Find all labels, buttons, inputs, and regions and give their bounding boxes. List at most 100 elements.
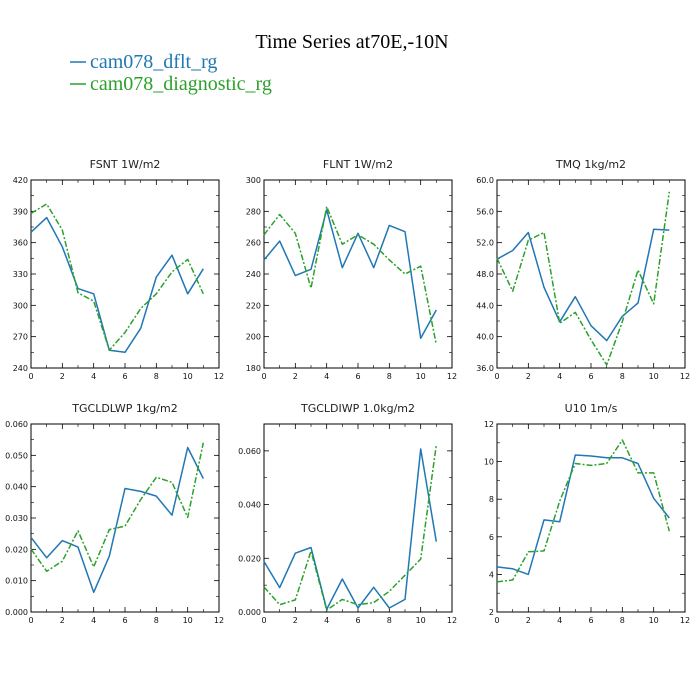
y-tick-label: 180 — [246, 364, 261, 373]
x-tick-label: 4 — [324, 372, 329, 381]
x-tick-label: 2 — [293, 372, 298, 381]
y-tick-label: 0.020 — [238, 554, 261, 563]
plot-frame — [263, 423, 453, 613]
panels: FSNT 1W/m20 2 4 6 8 10 12240270300330360390420… — [5, 158, 690, 625]
x-tick-label: 6 — [355, 616, 360, 625]
x-tick-label: 8 — [620, 372, 625, 381]
x-tick-label: 2 — [526, 616, 531, 625]
series-line-diagnostic — [263, 205, 438, 345]
y-tick-label: 240 — [13, 364, 28, 373]
series-line-diagnostic — [496, 439, 671, 583]
y-tick-label: 2 — [489, 608, 494, 617]
x-tick-label: 8 — [154, 372, 159, 381]
y-tick-label: 0.000 — [5, 608, 28, 617]
y-tick-label: 300 — [246, 176, 261, 185]
panel-5: TGCLDIWP 1.0kg/m2 0 2 4 6 8 10 12 0.000 0.020 0.04… — [238, 402, 457, 625]
y-tick-label: 52.0 — [476, 239, 494, 248]
x-tick-label: 0 — [28, 372, 33, 381]
x-tick-label: 0 — [494, 616, 499, 625]
panel-title: U10 1m/s — [565, 402, 618, 415]
series-line-diagnostic — [263, 444, 438, 611]
y-tick-label: 390 — [13, 207, 28, 216]
y-tick-label: 40.0 — [476, 333, 494, 342]
x-tick-label: 4 — [557, 372, 562, 381]
y-tick-label: 420 — [13, 176, 28, 185]
series-line-dflt — [30, 216, 204, 354]
series-line-diagnostic — [30, 442, 205, 573]
plot-frame — [30, 179, 220, 369]
y-tick-label: 200 — [246, 333, 261, 342]
series-line-dflt — [496, 228, 670, 342]
x-tick-label: 6 — [588, 372, 593, 381]
series-line-dflt — [496, 454, 670, 576]
panel-title: TGCLDIWP 1.0kg/m2 — [300, 402, 415, 415]
x-tick-label: 10 — [416, 616, 426, 625]
y-tick-label: 56.0 — [476, 207, 494, 216]
x-tick-label: 10 — [183, 372, 193, 381]
x-tick-label: 4 — [324, 616, 329, 625]
y-tick-label: 0.050 — [5, 451, 28, 460]
y-tick-label: 330 — [13, 270, 28, 279]
y-tick-label: 44.0 — [476, 301, 494, 310]
plot-frame — [496, 423, 686, 613]
x-tick-label: 12 — [214, 372, 224, 381]
panel-title: TGCLDLWP 1kg/m2 — [71, 402, 177, 415]
y-tick-label: 260 — [246, 239, 261, 248]
y-tick-label: 0.000 — [238, 608, 261, 617]
y-tick-label: 60.0 — [476, 176, 494, 185]
x-tick-label: 12 — [680, 372, 690, 381]
x-tick-label: 0 — [494, 372, 499, 381]
panel-3: TMQ 1kg/m2 0 2 4 6 8 10 12 36.0 40.0 44.0 48.0 52.0 5… — [476, 158, 690, 381]
x-tick-label: 4 — [91, 616, 96, 625]
x-tick-label: 6 — [122, 616, 127, 625]
legend-label-diagnostic: cam078_diagnostic_rg — [90, 73, 272, 95]
figure-title: Time Series at70E,-10N — [255, 31, 448, 53]
y-tick-label: 360 — [13, 239, 28, 248]
x-tick-label: 8 — [387, 372, 392, 381]
x-tick-label: 2 — [60, 616, 65, 625]
series-line-dflt — [263, 209, 437, 339]
x-tick-label: 2 — [293, 616, 298, 625]
panel-1: FSNT 1W/m2 0 2 4 6 8 10 12 240 270 300 330 360 390 420 — [13, 158, 224, 381]
panel-2: FLNT 1W/m2 0 2 4 6 8 10 12 180 200 220 240 260 280 300 — [246, 158, 457, 381]
y-tick-label: 0.040 — [238, 501, 261, 510]
panel-4: TGCLDLWP 1kg/m2 0 2 4 6 8 10 12 0.000 0.010 0.020 0… — [5, 402, 224, 625]
panel-title: FSNT 1W/m2 — [90, 158, 161, 171]
y-tick-label: 0.020 — [5, 545, 28, 554]
x-tick-label: 4 — [91, 372, 96, 381]
x-tick-label: 6 — [355, 372, 360, 381]
y-tick-label: 0.060 — [238, 447, 261, 456]
y-tick-label: 4 — [489, 570, 494, 579]
x-tick-label: 10 — [183, 616, 193, 625]
y-tick-label: 48.0 — [476, 270, 494, 279]
y-tick-label: 6 — [489, 533, 494, 542]
x-tick-label: 8 — [154, 616, 159, 625]
y-tick-label: 12 — [484, 420, 494, 429]
plot-frame — [263, 179, 453, 369]
x-tick-label: 6 — [588, 616, 593, 625]
x-tick-label: 2 — [60, 372, 65, 381]
x-tick-label: 12 — [680, 616, 690, 625]
panel-title: TMQ 1kg/m2 — [555, 158, 626, 171]
panel-title: FLNT 1W/m2 — [323, 158, 393, 171]
y-tick-label: 8 — [489, 495, 494, 504]
y-tick-label: 300 — [13, 301, 28, 310]
legend-label-dflt: cam078_dflt_rg — [90, 51, 217, 73]
series-line-dflt — [263, 448, 438, 611]
x-tick-label: 12 — [447, 616, 457, 625]
y-tick-label: 36.0 — [476, 364, 494, 373]
legend: cam078_dflt_rg cam078_diagnostic_rg — [70, 51, 272, 95]
y-tick-label: 0.010 — [5, 577, 28, 586]
x-tick-label: 10 — [649, 372, 659, 381]
y-tick-label: 220 — [246, 301, 261, 310]
y-tick-label: 240 — [246, 270, 261, 279]
y-tick-label: 280 — [246, 207, 261, 216]
x-tick-label: 8 — [620, 616, 625, 625]
y-tick-label: 270 — [13, 333, 28, 342]
x-tick-label: 8 — [387, 616, 392, 625]
x-tick-label: 2 — [526, 372, 531, 381]
x-tick-label: 0 — [261, 616, 266, 625]
x-tick-label: 12 — [447, 372, 457, 381]
